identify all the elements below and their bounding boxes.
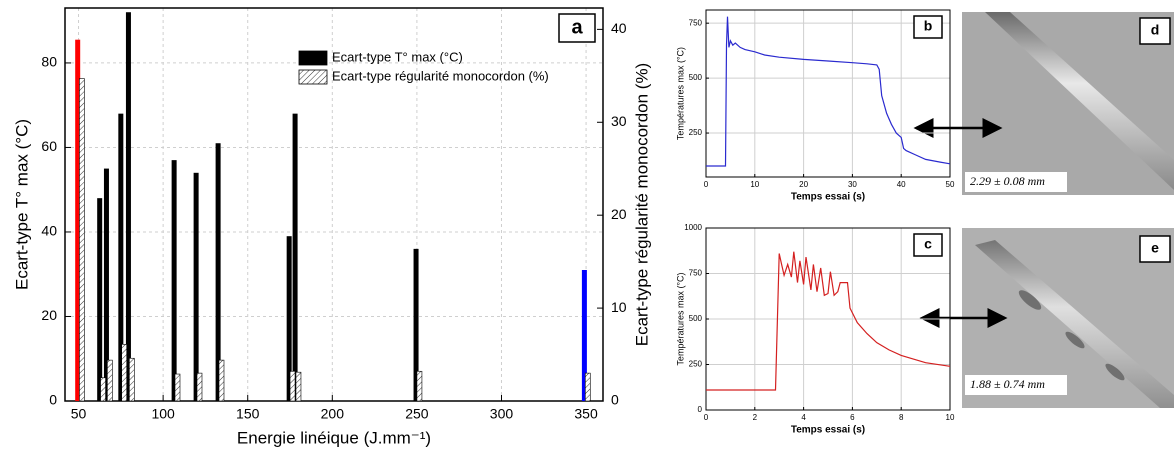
y2-axis-label: Ecart-type régularité monocordon (%) [632, 63, 651, 346]
x-tick-label: 350 [574, 406, 598, 422]
y-axis-label: Températures max (°C) [675, 272, 685, 365]
x-axis-label: Energie linéique (J.mm⁻¹) [237, 428, 431, 447]
y-tick-label: 40 [41, 223, 57, 239]
x-tick-label: 150 [236, 406, 260, 422]
x-tick-label: 8 [899, 413, 904, 422]
y-tick-label: 750 [689, 18, 703, 27]
panel-label-box [558, 13, 596, 43]
bar [75, 39, 81, 402]
bar [121, 344, 128, 402]
y-tick-label: 0 [49, 392, 57, 408]
y-tick-label: 500 [689, 73, 703, 82]
bar [295, 371, 302, 402]
x-tick-label: 10 [750, 180, 759, 189]
y-axis-label: Températures max (°C) [675, 47, 685, 140]
bar [292, 113, 298, 401]
y-tick-label: 250 [689, 360, 703, 369]
x-tick-label: 2 [753, 413, 758, 422]
bar [215, 143, 221, 401]
x-tick-label: 300 [490, 406, 514, 422]
y-tick-label: 500 [689, 314, 703, 323]
bar [103, 168, 109, 401]
x-tick-label: 4 [801, 413, 806, 422]
x-tick-label: 250 [405, 406, 429, 422]
x-tick-label: 200 [321, 406, 345, 422]
x-tick-label: 100 [151, 406, 175, 422]
panel-label-box [913, 15, 943, 39]
legend-label: Ecart-type T° max (°C) [332, 49, 463, 64]
legend-swatch [298, 50, 328, 66]
x-tick-label: 0 [704, 180, 709, 189]
bar [581, 270, 587, 401]
bar [286, 236, 292, 401]
y2-tick-label: 0 [611, 392, 619, 408]
panel-label: c [924, 236, 932, 252]
y-tick-label: 1000 [684, 223, 702, 232]
bar [97, 198, 103, 401]
bar [100, 377, 106, 402]
x-tick-label: 0 [704, 413, 709, 422]
plot-frame [64, 7, 604, 402]
y-tick-label: 80 [41, 54, 57, 70]
x-tick-label: 40 [897, 180, 906, 189]
legend-swatch [298, 69, 328, 85]
x-tick-label: 50 [71, 406, 87, 422]
legend-label: Ecart-type régularité monocordon (%) [332, 68, 549, 83]
x-tick-label: 30 [848, 180, 857, 189]
x-tick-label: 50 [946, 180, 955, 189]
bar [79, 78, 85, 402]
bar [171, 160, 177, 401]
plot-frame [705, 227, 951, 411]
photo-caption: 1.88 ± 0.74 mm [970, 377, 1045, 391]
y-tick-label: 750 [689, 269, 703, 278]
bar [107, 359, 113, 402]
bar [125, 12, 131, 402]
line [706, 251, 951, 391]
y2-tick-label: 30 [611, 113, 627, 129]
bar [193, 172, 199, 401]
panel-label: b [924, 18, 933, 34]
y-tick-label: 60 [41, 138, 57, 154]
photo-caption: 2.29 ± 0.08 mm [970, 174, 1045, 188]
bar [413, 248, 419, 401]
y2-tick-label: 10 [611, 299, 627, 315]
bar [174, 373, 181, 402]
x-axis-label: Temps essai (s) [791, 425, 865, 436]
photo-d: 2.29 ± 0.08 mm d [962, 12, 1174, 195]
bar [416, 370, 423, 402]
bar [118, 113, 124, 401]
line [706, 16, 951, 167]
bar [218, 359, 225, 402]
x-axis-label: Temps essai (s) [791, 192, 865, 203]
photo-e: 1.88 ± 0.74 mm e [962, 228, 1174, 408]
y-tick-label: 0 [698, 405, 703, 414]
y2-tick-label: 20 [611, 206, 627, 222]
bar [289, 370, 296, 402]
y-tick-label: 250 [689, 128, 703, 137]
panel-label: d [1151, 22, 1160, 38]
plot-frame [705, 9, 951, 178]
y2-tick-label: 40 [611, 20, 627, 36]
bar [584, 372, 591, 402]
panel-label-box [913, 233, 943, 257]
bar [129, 357, 135, 402]
y-tick-label: 20 [41, 307, 57, 323]
panel-label: a [571, 16, 583, 38]
y-axis-label: Ecart-type T° max (°C) [12, 119, 31, 290]
x-tick-label: 10 [946, 413, 955, 422]
x-tick-label: 6 [850, 413, 855, 422]
x-tick-label: 20 [799, 180, 808, 189]
panel-label: e [1151, 240, 1159, 256]
bar [196, 372, 203, 402]
